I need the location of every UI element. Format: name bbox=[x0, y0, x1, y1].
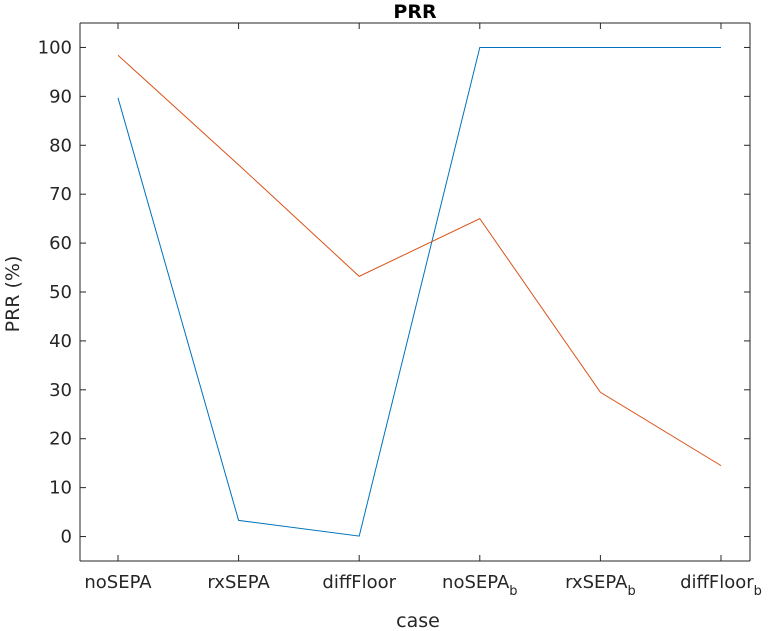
x-tick-label: noSEPAb bbox=[442, 572, 518, 599]
y-axis-label: PRR (%) bbox=[2, 256, 24, 333]
y-tick-label: 30 bbox=[49, 380, 72, 401]
y-tick-label: 100 bbox=[38, 37, 72, 58]
plot-area-background bbox=[80, 23, 750, 561]
series-line-2 bbox=[117, 54, 722, 467]
y-tick-label: 70 bbox=[49, 184, 72, 205]
x-tick-label: rxSEPA bbox=[207, 572, 270, 593]
y-tick-label: 40 bbox=[49, 331, 72, 352]
y-tick-label: 90 bbox=[49, 86, 72, 107]
chart-title: PRR bbox=[393, 1, 437, 23]
series-line-1 bbox=[117, 46, 721, 537]
x-tick-label: noSEPA bbox=[84, 572, 152, 593]
y-tick-label: 10 bbox=[49, 478, 72, 499]
axes-layer bbox=[79, 22, 751, 562]
x-axis-label: case bbox=[396, 610, 440, 631]
x-tick-label: rxSEPAb bbox=[565, 572, 636, 599]
series-layer bbox=[117, 46, 722, 537]
y-tick-label: 80 bbox=[49, 135, 72, 156]
x-tick-label: diffFloorb bbox=[680, 572, 762, 599]
y-tick-label: 0 bbox=[61, 527, 72, 548]
y-tick-label: 20 bbox=[49, 429, 72, 450]
x-tick-label: diffFloor bbox=[322, 572, 396, 593]
y-tick-label: 60 bbox=[49, 233, 72, 254]
y-tick-label: 50 bbox=[49, 282, 72, 303]
